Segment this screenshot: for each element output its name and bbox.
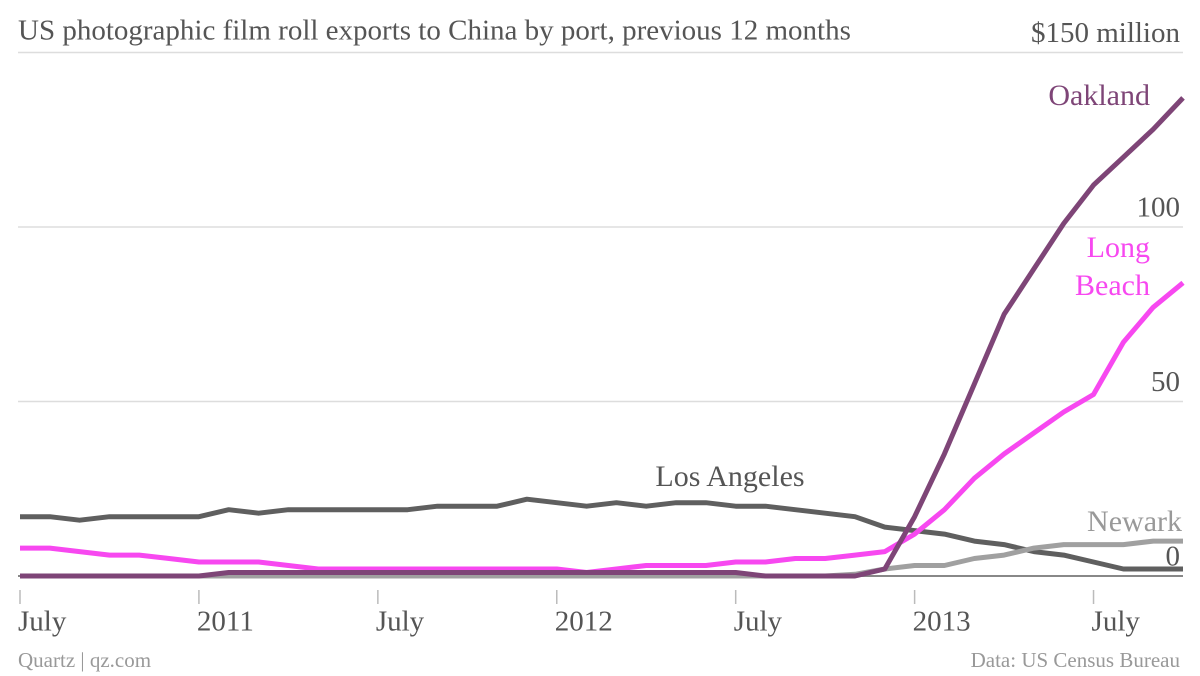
label-line: Long (1087, 231, 1150, 264)
source: Data: US Census Bureau (971, 648, 1181, 672)
y-tick-label: 100 (1137, 192, 1181, 224)
y-tick-label: 0 (1166, 541, 1181, 573)
series-line (20, 280, 1185, 575)
series-label: Los Angeles (655, 460, 804, 493)
x-tick-label: July (18, 606, 67, 638)
x-tick-label: July (376, 606, 425, 638)
series-line (20, 96, 1185, 579)
x-tick-label: 2012 (555, 606, 613, 638)
series-label: Newark (1087, 505, 1182, 538)
credit: Quartz | qz.com (18, 648, 151, 672)
y-tick-label: 50 (1151, 366, 1180, 398)
x-tick-label: July (1092, 606, 1141, 638)
series-label: Long Beach (1075, 231, 1150, 302)
x-tick-label: July (734, 606, 783, 638)
chart-title: US photographic film roll exports to Chi… (18, 15, 851, 47)
series-line (20, 496, 1183, 572)
y-tick-label: $150 million (1031, 17, 1181, 49)
x-tick-label: 2011 (197, 606, 254, 638)
series-label: Oakland (1048, 79, 1150, 112)
label-line: Beach (1075, 269, 1150, 302)
x-tick-label: 2013 (913, 606, 971, 638)
